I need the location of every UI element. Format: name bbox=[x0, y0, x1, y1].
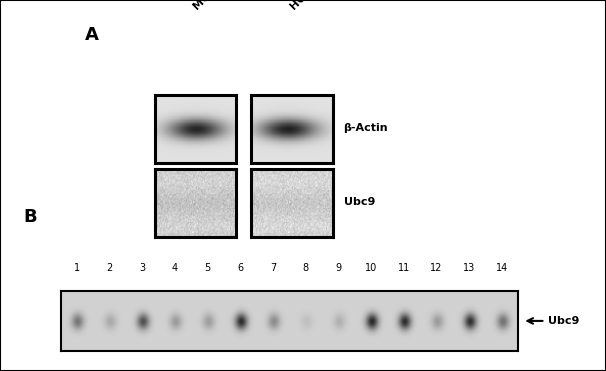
Text: 13: 13 bbox=[463, 263, 475, 273]
Text: 3: 3 bbox=[139, 263, 145, 273]
Text: 10: 10 bbox=[365, 263, 377, 273]
Text: HCC1937: HCC1937 bbox=[288, 0, 335, 11]
Text: A: A bbox=[85, 26, 99, 44]
Text: Ubc9: Ubc9 bbox=[548, 316, 580, 326]
Text: 2: 2 bbox=[107, 263, 113, 273]
Text: 6: 6 bbox=[238, 263, 244, 273]
Text: 9: 9 bbox=[335, 263, 341, 273]
Text: 14: 14 bbox=[496, 263, 508, 273]
Text: 7: 7 bbox=[270, 263, 276, 273]
Text: 1: 1 bbox=[74, 263, 80, 273]
Text: 11: 11 bbox=[398, 263, 410, 273]
Text: MCF10A: MCF10A bbox=[191, 0, 234, 11]
Text: 4: 4 bbox=[172, 263, 178, 273]
Text: β-Actin: β-Actin bbox=[344, 123, 388, 133]
Text: 5: 5 bbox=[205, 263, 211, 273]
Text: 12: 12 bbox=[430, 263, 442, 273]
Text: B: B bbox=[23, 208, 36, 226]
Text: 8: 8 bbox=[302, 263, 309, 273]
Text: Ubc9: Ubc9 bbox=[344, 197, 375, 207]
